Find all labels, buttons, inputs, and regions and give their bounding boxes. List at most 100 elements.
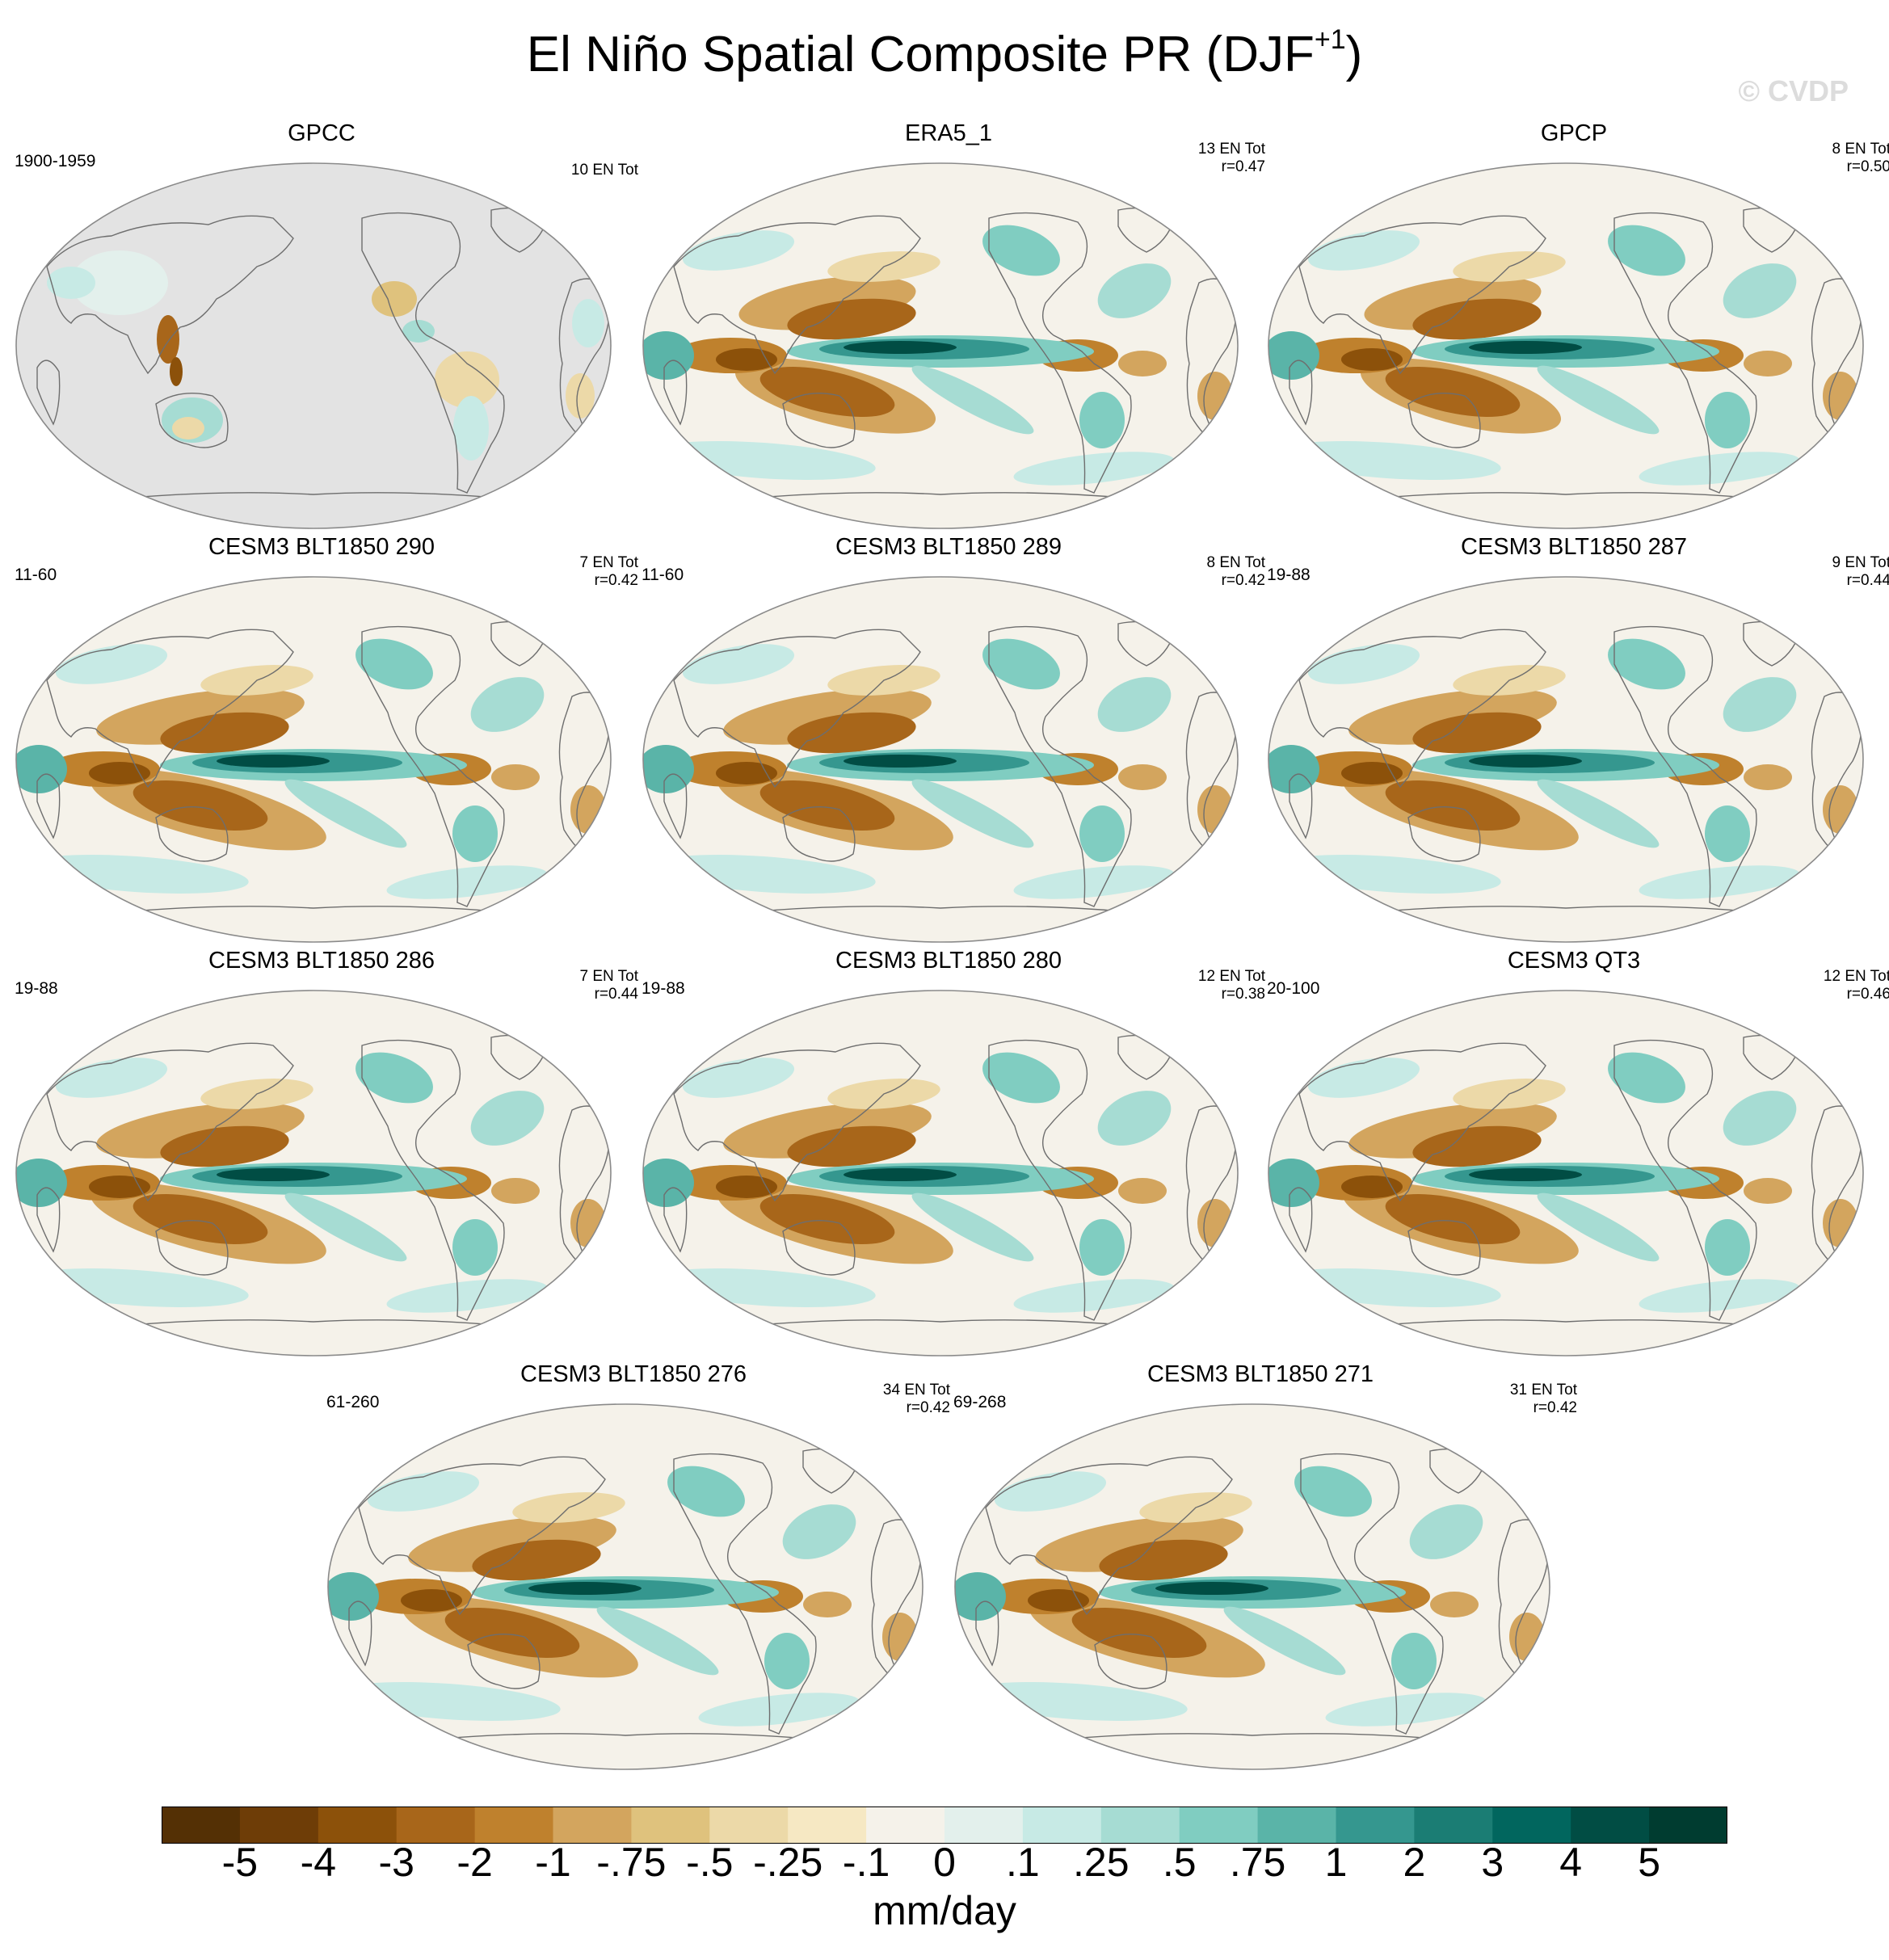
panel-title: CESM3 BLT1850 289 <box>835 534 1062 560</box>
coastline <box>36 1187 61 1253</box>
map-plot <box>954 1403 1550 1770</box>
wet-anomaly-band <box>1639 865 1800 899</box>
wet-anomaly-band <box>1268 745 1319 793</box>
wet-anomaly-band <box>356 1052 433 1104</box>
wet-anomaly-band <box>1307 1058 1420 1098</box>
wet-anomaly-band <box>667 1466 745 1517</box>
map-border <box>642 990 1239 1356</box>
coastline <box>1094 1633 1167 1689</box>
dry-anomaly-band <box>491 764 540 790</box>
panel-period: 69-268 <box>953 1393 1007 1411</box>
land-anomaly-patch <box>435 351 499 408</box>
wet-anomaly-band <box>1079 392 1125 448</box>
coastline <box>1300 1453 1444 1735</box>
colorbar-swatch <box>1649 1806 1727 1844</box>
colorbar-swatch <box>553 1806 632 1844</box>
coastline <box>1347 492 1785 502</box>
wet-anomaly-band <box>782 1504 856 1559</box>
coastline <box>663 773 688 839</box>
dry-anomaly-band <box>716 1176 777 1198</box>
coastline <box>975 1600 999 1667</box>
dry-anomaly-band <box>1385 367 1521 417</box>
map-border <box>1268 990 1864 1356</box>
wet-anomaly-band <box>1155 1582 1268 1595</box>
wet-anomaly-band <box>1325 1693 1487 1727</box>
land-anomaly-patch <box>453 396 489 461</box>
dry-anomaly-band <box>401 1589 462 1612</box>
wet-anomaly-band <box>1639 452 1800 486</box>
coastline <box>361 625 505 907</box>
map-border <box>954 1403 1550 1770</box>
dry-anomaly-band <box>803 1592 852 1617</box>
wet-anomaly-band <box>698 1693 860 1727</box>
wet-anomaly-band <box>643 745 694 793</box>
wet-anomaly-band <box>1537 779 1660 848</box>
dry-anomaly-band <box>1412 712 1542 754</box>
colorbar-swatch <box>474 1806 553 1844</box>
colorbar-tick-label: 2 <box>1403 1840 1426 1885</box>
wet-anomaly-band <box>764 1633 810 1689</box>
colorbar-tick-label: -1 <box>535 1840 571 1885</box>
colorbar-tick-label: .75 <box>1229 1840 1286 1885</box>
dry-anomaly-band <box>759 1194 895 1244</box>
wet-anomaly-band <box>1013 452 1175 486</box>
panel-stats: 31 EN Tot r=0.42 <box>1510 1382 1577 1417</box>
figure-title: El Niño Spatial Composite PR (DJF+1) <box>0 23 1889 95</box>
dry-anomaly-band <box>1197 372 1233 420</box>
coastline <box>673 1042 921 1202</box>
dry-anomaly-band <box>759 780 895 831</box>
precip-anomaly-field <box>955 1448 1549 1743</box>
pattern-correlation: r=0.47 <box>1221 158 1265 175</box>
map-panel: CESM3 BLT1850 290 11-60 7 EN Tot r=0.42 <box>15 534 638 943</box>
panel-title: CESM3 BLT1850 280 <box>835 948 1062 974</box>
map-border <box>15 162 612 529</box>
wet-anomaly-band <box>470 677 545 732</box>
wet-anomaly-band <box>911 365 1034 435</box>
event-count: 9 EN Tot <box>1832 554 1889 571</box>
coastline <box>673 215 921 375</box>
panel-title: CESM3 BLT1850 286 <box>208 948 435 974</box>
coastline <box>95 906 532 915</box>
precip-anomaly-field <box>36 207 610 502</box>
map-plot <box>642 162 1239 529</box>
colorbar-tick-label: .1 <box>1006 1840 1040 1885</box>
land-anomaly-patch <box>566 373 595 418</box>
colorbar-tick-label: -.5 <box>686 1840 734 1885</box>
colorbar-swatch <box>631 1806 710 1844</box>
event-count: 7 EN Tot <box>579 968 638 985</box>
precip-anomaly-field <box>16 620 610 915</box>
precip-anomaly-field <box>328 1448 922 1743</box>
title-close: ) <box>1345 27 1363 82</box>
wet-anomaly-band <box>682 644 795 684</box>
pattern-correlation: r=0.38 <box>1221 986 1265 1003</box>
colorbar-tick-label: 3 <box>1481 1840 1504 1885</box>
colorbar-swatch <box>1336 1806 1415 1844</box>
coastline <box>358 1456 606 1616</box>
land-anomaly-patch <box>170 357 183 386</box>
wet-anomaly-band <box>982 638 1060 690</box>
land-anomaly-patch <box>71 250 168 315</box>
colorbar-swatch <box>318 1806 398 1844</box>
map-border <box>15 576 612 943</box>
dry-anomaly-band <box>1385 1194 1521 1244</box>
wet-anomaly-band <box>452 1219 498 1276</box>
dry-anomaly-band <box>882 1613 918 1661</box>
wet-anomaly-band <box>470 1091 545 1146</box>
panel-period: 1900-1959 <box>15 152 96 170</box>
event-count: 8 EN Tot <box>1206 554 1265 571</box>
colorbar-swatch <box>162 1806 241 1844</box>
wet-anomaly-band <box>1608 1052 1685 1104</box>
panel-title: GPCP <box>1540 120 1608 146</box>
map-panel: ERA5_1 13 EN Tot r=0.47 <box>642 120 1265 529</box>
land-anomaly-patch <box>47 267 95 299</box>
dry-anomaly-band <box>160 1125 289 1167</box>
event-count: 12 EN Tot <box>1197 968 1265 985</box>
event-count: 7 EN Tot <box>579 554 638 571</box>
wet-anomaly-band <box>1013 865 1175 899</box>
dry-anomaly-band <box>716 762 777 784</box>
wet-anomaly-band <box>955 1572 1006 1621</box>
panel-title: CESM3 BLT1850 290 <box>208 534 435 560</box>
colorbar-swatch <box>1257 1806 1336 1844</box>
colorbar-swatch <box>866 1806 945 1844</box>
coastline <box>36 773 61 839</box>
